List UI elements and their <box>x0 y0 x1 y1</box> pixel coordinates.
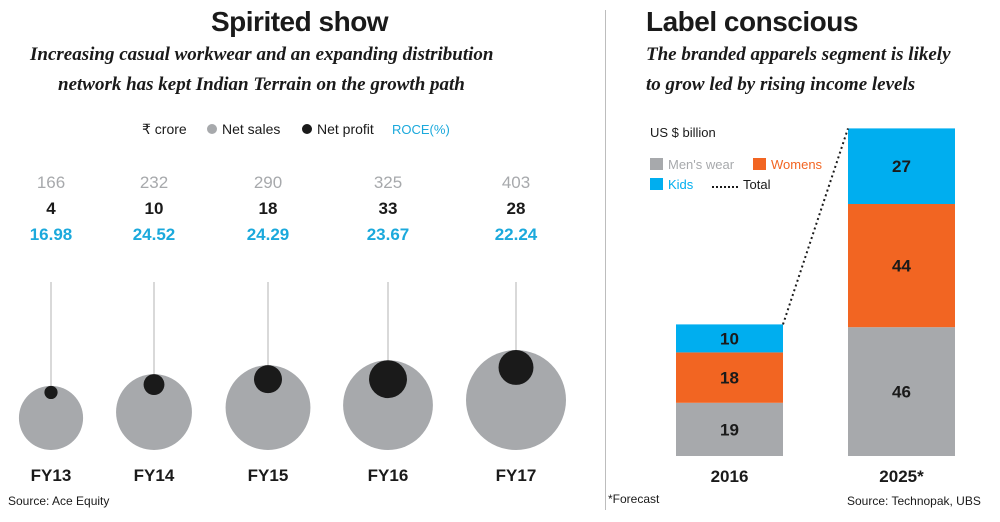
net-sales-bubble <box>466 350 566 450</box>
net-profit-bubble <box>44 385 58 400</box>
legend-mens-swatch <box>650 158 663 170</box>
x-tick-label: FY14 <box>134 466 175 485</box>
net-profit-label: 28 <box>507 199 526 218</box>
bar-label-kids: 10 <box>720 329 739 348</box>
bar-segment-kids <box>676 324 783 353</box>
net-profit-label: 33 <box>379 199 398 218</box>
roce-label: 24.52 <box>133 225 176 244</box>
bar-label-mens: 46 <box>892 383 911 402</box>
footnote: *Forecast <box>608 492 660 506</box>
legend-net-sales-marker <box>207 124 217 134</box>
net-profit-label: 18 <box>259 199 278 218</box>
right-source: Source: Technopak, UBS <box>847 494 981 508</box>
right-title: Label conscious <box>646 6 858 37</box>
legend-roce: ROCE(%) <box>392 122 450 137</box>
net-sales-label: 325 <box>374 173 402 192</box>
net-sales-label: 166 <box>37 173 65 192</box>
stacked-bar-chart: US $ billion Men's wear Womens Kids Total 19 1… <box>650 125 955 486</box>
net-profit-bubble <box>253 365 283 394</box>
roce-label: 16.98 <box>30 225 73 244</box>
panel-divider <box>605 10 606 510</box>
roce-label: 23.67 <box>367 225 410 244</box>
left-source: Source: Ace Equity <box>8 494 110 508</box>
bar-segment-mens <box>848 327 955 456</box>
bar-segment-womens <box>848 204 955 328</box>
bubble-chart: ₹ crore Net sales Net profit ROCE(%) 166 4 16.… <box>18 121 566 485</box>
net-sales-label: 403 <box>502 173 530 192</box>
right-subtitle-line-1: The branded apparels segment is likely <box>646 44 951 65</box>
net-sales-bubble <box>343 360 433 450</box>
left-subtitle-line-2: network has kept Indian Terrain on the g… <box>58 74 465 95</box>
legend-kids: Kids <box>668 177 694 192</box>
bar-segment-womens <box>676 352 783 403</box>
x-tick-label: 2025* <box>879 467 924 486</box>
legend-net-profit-marker <box>302 124 312 134</box>
net-sales-bubble <box>225 365 311 450</box>
bar-label-kids: 27 <box>892 157 911 176</box>
legend-mens: Men's wear <box>668 157 735 172</box>
legend-kids-swatch <box>650 178 663 190</box>
net-sales-bubble <box>18 385 84 450</box>
net-profit-bubble <box>498 350 534 385</box>
legend-total: Total <box>743 177 771 192</box>
bar-segment-kids <box>848 128 955 204</box>
legend-unit: ₹ crore <box>142 121 187 137</box>
x-tick-label: FY15 <box>248 466 289 485</box>
net-profit-bubble <box>369 360 407 399</box>
left-subtitle-line-1: Increasing casual workwear and an expand… <box>30 44 494 65</box>
unit-label: US $ billion <box>650 125 716 140</box>
net-sales-bubble <box>116 374 192 450</box>
roce-label: 22.24 <box>495 225 538 244</box>
net-profit-bubble <box>143 374 165 395</box>
x-tick-label: 2016 <box>711 467 749 486</box>
roce-label: 24.29 <box>247 225 290 244</box>
net-profit-label: 10 <box>145 199 164 218</box>
right-subtitle-line-2: to grow led by rising income levels <box>646 74 916 95</box>
net-sales-label: 290 <box>254 173 282 192</box>
legend-womens: Womens <box>771 157 823 172</box>
legend-net-sales: Net sales <box>222 121 280 137</box>
x-tick-label: FY16 <box>368 466 409 485</box>
bar-label-mens: 19 <box>720 420 739 439</box>
bar-label-womens: 18 <box>720 369 739 388</box>
bar-label-womens: 44 <box>892 257 911 276</box>
x-tick-label: FY17 <box>496 466 537 485</box>
x-tick-label: FY13 <box>31 466 72 485</box>
left-title: Spirited show <box>211 6 389 37</box>
net-profit-label: 4 <box>46 199 56 218</box>
bar-segment-mens <box>676 402 783 456</box>
legend-womens-swatch <box>753 158 766 170</box>
net-sales-label: 232 <box>140 173 168 192</box>
legend-net-profit: Net profit <box>317 121 374 137</box>
